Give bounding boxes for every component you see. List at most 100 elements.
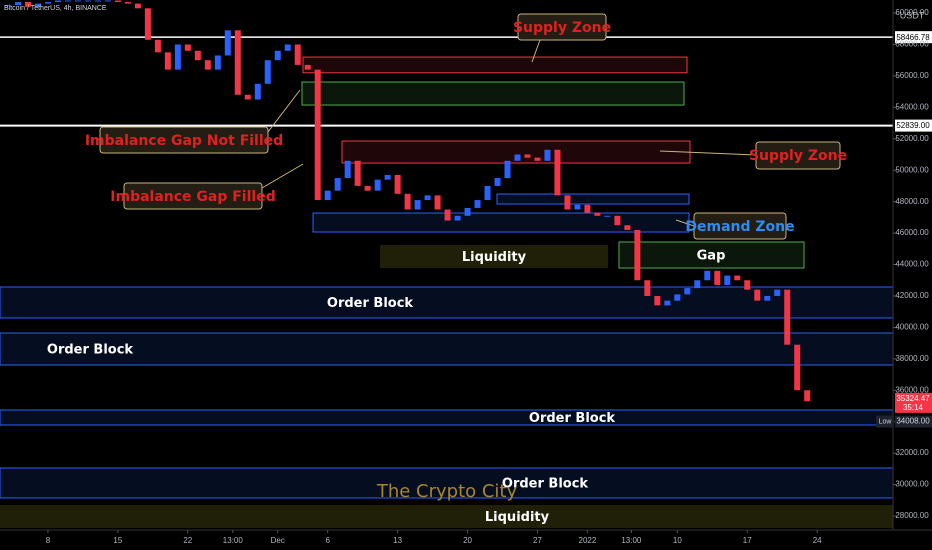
candle: [14, 2, 21, 6]
callout-box: [755, 141, 841, 170]
x-tick-label: 13:00: [223, 536, 244, 545]
price-tag-label: 35324.47: [896, 394, 930, 403]
candle: [484, 185, 491, 201]
candle: [204, 60, 211, 70]
candle: [294, 44, 301, 65]
zone-label: Liquidity: [485, 510, 550, 525]
candle: [714, 270, 721, 285]
candle: [734, 275, 741, 281]
candle: [334, 178, 341, 191]
candle: [674, 294, 681, 301]
price-tag: [895, 31, 932, 44]
leader-line: [659, 150, 757, 156]
countdown-label: 35:14: [903, 403, 924, 412]
candle: [324, 190, 331, 201]
candle: [174, 44, 181, 70]
candle: [454, 215, 461, 221]
candle: [194, 50, 201, 61]
callout-box: [693, 212, 787, 240]
candle: [284, 44, 291, 51]
zone: [312, 212, 690, 233]
candle: [744, 280, 751, 290]
candle: [244, 94, 251, 100]
candle: [394, 174, 401, 194]
candle: [34, 3, 41, 7]
candle: [304, 64, 311, 70]
low-tag-label: Low: [879, 418, 893, 425]
candle: [704, 270, 711, 281]
candle: [84, 0, 91, 2]
y-tick-label: 58000.00: [895, 40, 929, 49]
zone: [496, 193, 690, 205]
price-tag-label: 58466.78: [896, 33, 930, 42]
candle: [494, 178, 501, 186]
price-tag: [895, 392, 932, 413]
y-tick-label: 28000.00: [895, 511, 929, 520]
zone: [0, 467, 893, 499]
zone: [0, 409, 893, 426]
callout-text: Imbalance Gap Filled: [110, 189, 275, 205]
candle: [124, 2, 131, 4]
candle: [354, 160, 361, 186]
leader-line: [531, 39, 541, 63]
candle: [594, 212, 601, 216]
callouts: Supply Zone Supply Zone Imbalance Gap No…: [85, 13, 847, 240]
candle: [444, 209, 451, 221]
zone-label: Gap: [697, 249, 726, 264]
chart-title: Bitcoin / TetherUS, 4h, BINANCE: [4, 5, 107, 12]
y-tick-label: 56000.00: [895, 71, 929, 80]
price-tag-label: 52839.00: [896, 121, 930, 130]
candle: [254, 83, 261, 100]
candle: [264, 60, 271, 84]
zone: [0, 332, 893, 366]
candle: [344, 160, 351, 179]
candle: [64, 0, 71, 2]
x-tick-label: 17: [743, 536, 752, 545]
candle: [584, 204, 591, 213]
candle: [664, 300, 671, 306]
candle: [684, 288, 691, 295]
y-tick-label: 46000.00: [895, 228, 929, 237]
zone: [0, 286, 893, 319]
leader-line: [261, 163, 304, 189]
candle: [434, 195, 441, 210]
callout-text: Imbalance Gap Not Filled: [85, 133, 283, 149]
candle: [694, 280, 701, 289]
candle: [574, 204, 581, 210]
candle: [5, 5, 11, 7]
candle: [424, 195, 431, 201]
x-tick-label: 2022: [579, 536, 597, 545]
y-tick-label: 42000.00: [895, 291, 929, 300]
y-tick-label: 52000.00: [895, 134, 929, 143]
low-tag: [876, 415, 894, 428]
x-tick-label: 8: [46, 536, 51, 545]
candle: [544, 149, 551, 161]
candle: [214, 55, 221, 70]
candle: [784, 289, 791, 345]
price-tag: [895, 119, 932, 132]
candle: [404, 193, 411, 210]
low-price-tag: [895, 415, 932, 428]
y-axis-label: USDT: [900, 10, 925, 20]
candle: [804, 390, 811, 402]
candle: [74, 0, 81, 2]
candle: [624, 225, 631, 230]
candle: [724, 275, 731, 285]
candle: [104, 0, 111, 2]
zone-label: Order Block: [502, 476, 589, 491]
candle: [634, 229, 641, 281]
y-tick-label: 32000.00: [895, 448, 929, 457]
x-tick-label: 24: [813, 536, 822, 545]
x-tick-label: 27: [533, 536, 542, 545]
x-tick-label: 15: [113, 536, 122, 545]
candle: [504, 160, 511, 179]
callout-box: [517, 13, 607, 41]
zone-label: Order Block: [529, 411, 616, 426]
low-price-label: 34008.00: [896, 417, 930, 426]
y-tick-label: 48000.00: [895, 197, 929, 206]
leader-line: [267, 89, 301, 133]
y-tick-label: 36000.00: [895, 385, 929, 394]
candle: [24, 2, 31, 7]
candle: [44, 2, 51, 4]
